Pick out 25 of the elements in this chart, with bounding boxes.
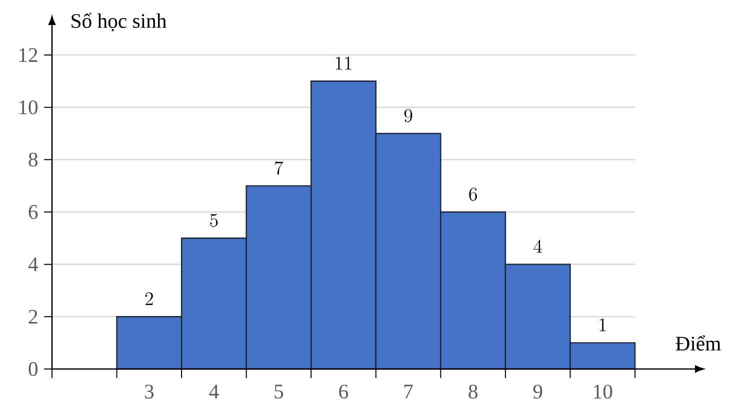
data-label: 9: [404, 109, 412, 122]
data-label: 7: [275, 161, 284, 175]
y-tick-label: 6: [28, 205, 38, 219]
data-label: 4: [534, 240, 542, 253]
data-label: 6: [469, 188, 477, 201]
data-label: 5: [210, 214, 218, 227]
x-tick-label: 9: [533, 384, 542, 399]
y-tick-label: 2: [28, 310, 38, 324]
y-tick-label: 8: [28, 152, 38, 167]
x-tick-label: 3: [144, 384, 154, 399]
y-axis-title: Số học sinh: [72, 12, 166, 32]
y-tick-label: 12: [19, 48, 38, 62]
x-tick-label: 4: [209, 384, 219, 398]
y-tick-label: 10: [19, 100, 38, 114]
x-axis-title: Điểm: [676, 335, 721, 351]
x-tick-label: 8: [468, 384, 478, 399]
data-label: 2: [145, 292, 153, 306]
x-tick-label: 10: [594, 384, 612, 399]
data-label: 1: [600, 318, 606, 332]
y-tick-label: 4: [28, 258, 38, 272]
y-tick-label: 0: [28, 362, 38, 376]
x-tick-label: 6: [339, 384, 348, 399]
x-tick-label: 5: [274, 384, 284, 398]
data-label: 11: [336, 56, 352, 70]
x-tick-label: 7: [404, 384, 413, 398]
